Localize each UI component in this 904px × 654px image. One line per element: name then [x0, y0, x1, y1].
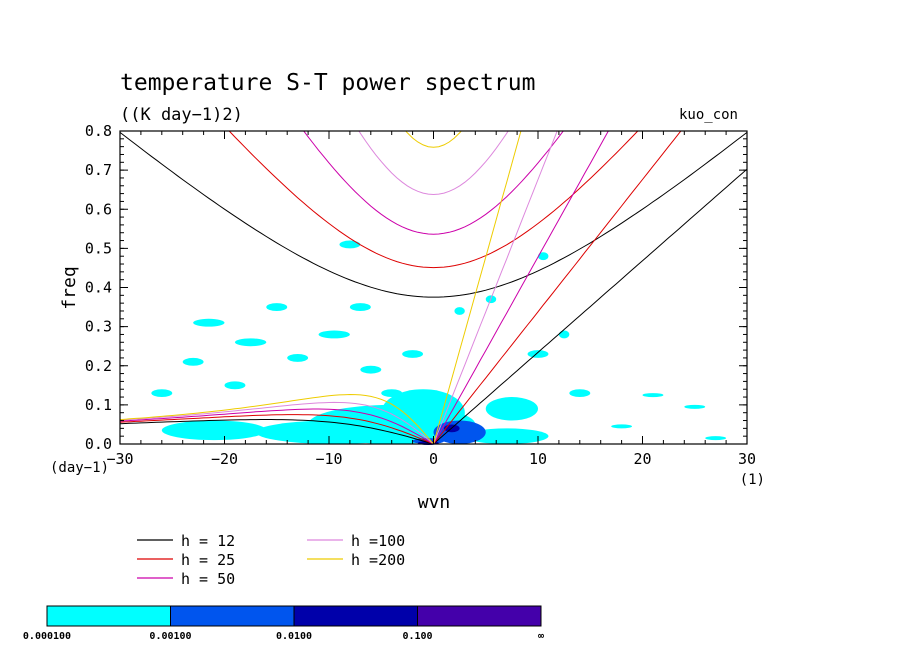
kelvin-wave-h50: [433, 131, 609, 444]
power-patch-20: [151, 389, 173, 398]
y-tick-label: 0.4: [85, 279, 112, 297]
rossby-wave-h50: [120, 408, 434, 444]
inertia-gravity-h100: [358, 131, 509, 196]
power-patch-26: [642, 393, 664, 398]
power-patch-14: [182, 357, 204, 366]
x-tick-label: −30: [106, 450, 133, 468]
rossby-wave-h12: [120, 419, 434, 444]
legend-label: h = 12: [181, 532, 235, 550]
inertia-gravity-h25: [228, 131, 639, 269]
y-tick-label: 0.7: [85, 161, 112, 179]
power-patch-28: [705, 436, 727, 441]
y-tick-label: 0.2: [85, 357, 112, 375]
x-tick-label: 30: [738, 450, 756, 468]
power-patch-5: [485, 397, 538, 421]
power-patch-27: [684, 404, 706, 409]
power-patch-25: [569, 389, 591, 398]
power-patch-29: [611, 424, 633, 429]
legend-label: h = 50: [181, 570, 235, 588]
rossby-wave-h100: [120, 401, 434, 444]
power-patch-30: [538, 252, 549, 261]
power-patch-19: [224, 381, 246, 390]
colorbar: 0.000100 0.00100 0.0100 0.100 ∞: [23, 605, 544, 642]
colorbar-label: 0.0100: [276, 631, 312, 642]
inertia-gravity-h50: [303, 131, 564, 235]
chart-label-right: kuo_con: [679, 107, 738, 123]
chart-subtitle: ((K day−1)2): [120, 105, 243, 125]
dispersion-curves: [120, 131, 747, 444]
x-axis-label: wvn: [418, 492, 451, 513]
inertia-gravity-h200: [405, 131, 462, 148]
power-patch-16: [402, 350, 424, 358]
y-tick-label: 0.0: [85, 435, 112, 453]
rossby-wave-h25: [120, 414, 434, 444]
power-patch-15: [360, 365, 382, 374]
x-tick-label: 0: [429, 450, 438, 468]
rossby-wave-h200: [120, 393, 434, 444]
y-tick-label: 0.6: [85, 200, 112, 218]
kelvin-wave-h25: [433, 131, 682, 444]
power-patch-24: [558, 330, 570, 339]
legend-label: h = 25: [181, 551, 235, 569]
y-axis-ticks: 0.0 0.1 0.2 0.3 0.4 0.5 0.6 0.7 0.8: [85, 122, 747, 453]
power-patch-18: [381, 389, 403, 398]
y-axis-unit: (day−1): [50, 460, 109, 476]
y-tick-label: 0.8: [85, 122, 112, 140]
power-patch-23: [527, 350, 549, 358]
power-patch-11: [234, 338, 267, 347]
power-patch-2: [161, 420, 267, 441]
power-patch-12: [318, 330, 350, 339]
power-patch-17: [349, 303, 371, 311]
chart-title: temperature S-T power spectrum: [120, 70, 535, 96]
colorbar-label: 0.100: [402, 631, 432, 642]
power-patch-13: [287, 354, 309, 362]
power-shading: [151, 240, 727, 446]
colorbar-label: 0.00100: [149, 631, 191, 642]
x-axis-unit: (1): [740, 472, 765, 488]
power-patch-32: [266, 303, 288, 311]
legend-label: h =200: [351, 551, 405, 569]
power-patch-10: [193, 318, 225, 327]
inertia-gravity-h12: [120, 132, 747, 298]
kelvin-wave-h200: [433, 131, 522, 444]
kelvin-wave-h12: [433, 168, 747, 444]
y-tick-label: 0.5: [85, 239, 112, 257]
power-patch-21: [454, 307, 465, 315]
colorbar-swatch: [170, 605, 295, 627]
colorbar-swatch: [293, 605, 418, 627]
colorbar-label: ∞: [538, 631, 544, 642]
x-axis-ticks: −30 −20 −10 0 10 20 30: [106, 131, 756, 468]
y-tick-label: 0.1: [85, 396, 112, 414]
x-tick-label: −10: [315, 450, 342, 468]
y-tick-label: 0.3: [85, 318, 112, 336]
legend-label: h =100: [351, 532, 405, 550]
power-patch-31: [339, 240, 361, 249]
colorbar-label: 0.000100: [23, 631, 71, 642]
colorbar-swatch: [46, 605, 171, 627]
colorbar-swatch: [417, 605, 542, 627]
kelvin-wave-h100: [433, 131, 558, 444]
x-tick-label: 10: [529, 450, 547, 468]
y-axis-label: freq: [59, 266, 80, 309]
x-tick-label: 20: [633, 450, 651, 468]
x-tick-label: −20: [211, 450, 238, 468]
